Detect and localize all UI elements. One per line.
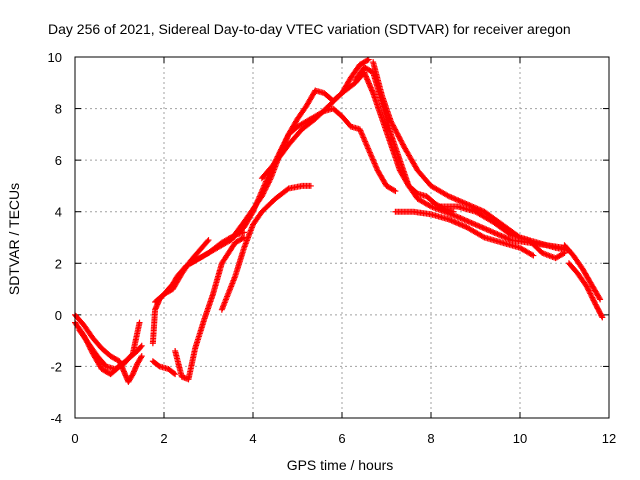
x-tick-label: 8 (427, 431, 434, 446)
data-point (263, 183, 270, 190)
y-axis-label: SDTVAR / TECUs (6, 183, 22, 295)
data-series-arc15 (436, 203, 568, 262)
data-point (529, 251, 536, 258)
data-series-arc14 (392, 208, 537, 259)
data-point (258, 193, 265, 200)
y-tick-label: 6 (55, 153, 62, 168)
data-point (588, 293, 595, 300)
x-tick-label: 0 (71, 431, 78, 446)
data-point (307, 182, 314, 189)
x-tick-label: 2 (160, 431, 167, 446)
data-layer (72, 56, 606, 385)
data-point (138, 353, 145, 360)
x-tick-label: 10 (513, 431, 527, 446)
data-point (391, 187, 398, 194)
plot-frame (74, 56, 610, 419)
data-point (266, 177, 273, 184)
data-point (136, 319, 143, 326)
data-series-arc7 (172, 234, 248, 383)
x-tick-label: 6 (338, 431, 345, 446)
data-point (265, 179, 272, 186)
data-point (239, 235, 246, 242)
chart-title: Day 256 of 2021, Sidereal Day-to-day VTE… (48, 21, 571, 37)
data-point (172, 371, 179, 378)
data-point (584, 284, 591, 291)
x-axis-label: GPS time / hours (287, 457, 394, 473)
data-point (585, 287, 592, 294)
data-point (561, 249, 568, 256)
data-point (171, 370, 178, 377)
data-point (599, 314, 606, 321)
data-point (587, 291, 594, 298)
y-tick-label: 10 (48, 50, 62, 65)
x-tick-label: 12 (602, 431, 616, 446)
data-series-arc17 (565, 260, 606, 321)
data-point (598, 313, 605, 320)
y-tick-label: 0 (55, 308, 62, 323)
data-series-arc2 (72, 311, 145, 385)
data-point (284, 186, 291, 193)
data-series-arc3 (76, 319, 143, 373)
data-point (241, 229, 248, 236)
data-point (589, 294, 596, 301)
y-tick-label: 4 (55, 205, 62, 220)
label-layer: 0 2 4 6 8 10 12 -4 -2 0 2 4 6 8 10 (48, 50, 617, 446)
data-point (426, 202, 433, 209)
data-point (260, 189, 267, 196)
data-point (267, 176, 274, 183)
data-point (263, 184, 270, 191)
y-tick-label: -2 (50, 359, 62, 374)
data-point (586, 289, 593, 296)
data-point (587, 290, 594, 297)
data-point (506, 231, 513, 238)
data-point (365, 56, 372, 63)
data-point (597, 296, 604, 303)
data-point (591, 300, 598, 307)
data-point (262, 186, 269, 193)
data-point (590, 297, 597, 304)
data-point (137, 343, 144, 350)
data-point (364, 57, 371, 64)
data-point (560, 250, 567, 257)
y-tick-label: 2 (55, 256, 62, 271)
data-point (259, 191, 266, 198)
data-point (138, 342, 145, 349)
y-tick-label: 8 (55, 102, 62, 117)
data-point (205, 237, 212, 244)
data-point (261, 187, 268, 194)
data-point (589, 295, 596, 302)
data-point (444, 192, 451, 199)
data-point (260, 190, 267, 197)
data-point (392, 188, 399, 195)
data-series-arc16 (561, 242, 604, 303)
data-point (591, 298, 598, 305)
data-point (596, 295, 603, 302)
data-point (265, 180, 272, 187)
data-point (480, 233, 487, 240)
data-point (585, 286, 592, 293)
data-point (530, 252, 537, 259)
data-point (204, 238, 211, 245)
data-series-arc8 (218, 182, 314, 313)
data-point (264, 182, 271, 189)
data-point (583, 283, 590, 290)
x-tick-label: 4 (249, 431, 256, 446)
data-point (138, 354, 145, 361)
data-series-arc6 (149, 358, 179, 378)
y-tick-label: -4 (50, 411, 62, 426)
data-point (128, 351, 135, 358)
